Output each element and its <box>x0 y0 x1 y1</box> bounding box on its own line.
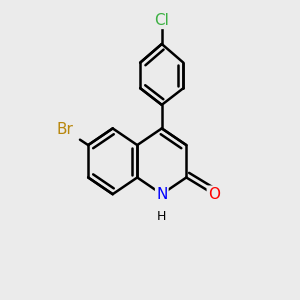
Text: Cl: Cl <box>154 13 169 28</box>
Text: N: N <box>156 187 167 202</box>
Text: H: H <box>157 210 167 223</box>
Text: Br: Br <box>57 122 74 137</box>
Text: O: O <box>208 187 220 202</box>
